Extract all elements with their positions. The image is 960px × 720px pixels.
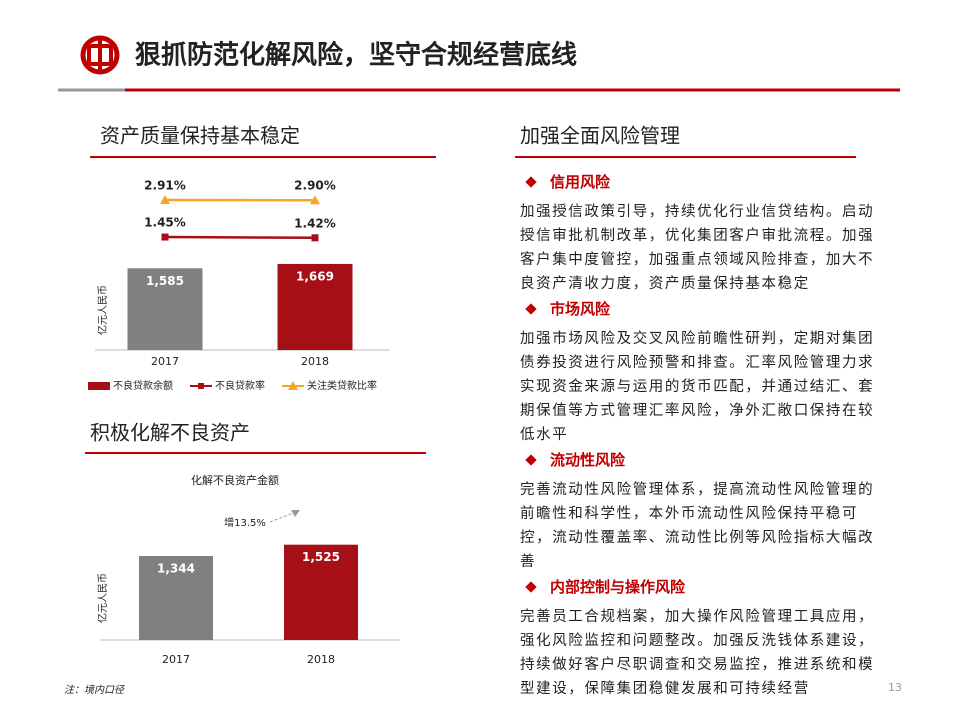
line-value-label: 1.42% bbox=[294, 216, 336, 230]
line-marker bbox=[311, 234, 319, 242]
risk-text: 完善员工合规档案，加大操作风险管理工具应用，强化风险监控和问题整改。加强反洗钱体… bbox=[520, 609, 875, 697]
bullet bbox=[525, 176, 537, 188]
x-tick-label: 2018 bbox=[307, 653, 335, 666]
legend-marker bbox=[288, 381, 298, 390]
line-marker bbox=[161, 233, 169, 241]
line-value-label: 1.45% bbox=[144, 216, 186, 230]
annotation-arrow bbox=[269, 511, 297, 523]
bar bbox=[277, 263, 353, 350]
risk-heading: 信用风险 bbox=[520, 169, 888, 195]
annotation-arrowhead bbox=[291, 510, 300, 517]
logo bbox=[80, 35, 120, 75]
y-axis-label: 亿元人民币 bbox=[96, 285, 109, 335]
x-tick-label: 2017 bbox=[162, 653, 190, 666]
bar bbox=[139, 556, 213, 640]
bar-value-label: 1,669 bbox=[296, 269, 334, 283]
legend-label: 关注类贷款比率 bbox=[307, 379, 377, 392]
section-title: 加强全面风险管理 bbox=[520, 124, 680, 148]
section-title: 积极化解不良资产 bbox=[90, 421, 250, 445]
bar bbox=[284, 544, 358, 640]
legend-swatch bbox=[88, 382, 110, 390]
risk-heading-text: 内部控制与操作风险 bbox=[550, 578, 686, 596]
risk-text: 加强授信政策引导，持续优化行业信贷结构。启动授信审批机制改革，优化集团客户审批流… bbox=[520, 204, 875, 292]
bar-value-label: 1,585 bbox=[146, 274, 184, 288]
risk-heading-text: 市场风险 bbox=[550, 300, 611, 318]
risk-heading: 内部控制与操作风险 bbox=[520, 574, 888, 600]
annotation: 增13.5% bbox=[224, 516, 266, 529]
legend-label: 不良贷款率 bbox=[215, 379, 265, 392]
bullet bbox=[525, 581, 537, 593]
x-tick-label: 2017 bbox=[151, 355, 179, 368]
line-marker bbox=[310, 195, 320, 205]
line-series bbox=[164, 235, 316, 240]
x-tick-label: 2018 bbox=[301, 355, 329, 368]
legend-marker bbox=[198, 383, 204, 389]
page-number: 13 bbox=[888, 681, 902, 694]
footnote: 注：境内口径 bbox=[64, 684, 125, 696]
risk-heading: 市场风险 bbox=[520, 296, 888, 322]
risk-heading-text: 信用风险 bbox=[550, 173, 611, 191]
risk-text: 完善流动性风险管理体系，提高流动性风险管理的前瞻性和科学性，本外币流动性风险保持… bbox=[520, 482, 875, 570]
risk-text: 加强市场风险及交叉风险前瞻性研判，定期对集团债券投资进行风险预警和排查。汇率风险… bbox=[520, 331, 875, 443]
line-value-label: 2.90% bbox=[294, 179, 336, 193]
y-axis-label: 亿元人民币 bbox=[96, 573, 109, 623]
chart-title: 化解不良资产金额 bbox=[191, 473, 279, 487]
bar-value-label: 1,344 bbox=[157, 562, 195, 576]
section-title: 资产质量保持基本稳定 bbox=[100, 124, 300, 148]
slide-title: 狠抓防范化解风险，坚守合规经营底线 bbox=[135, 40, 577, 71]
risk-heading-text: 流动性风险 bbox=[550, 451, 626, 469]
bar bbox=[127, 268, 203, 350]
risk-list: 信用风险加强授信政策引导，持续优化行业信贷结构。启动授信审批机制改革，优化集团客… bbox=[520, 169, 888, 701]
legend-label: 不良贷款余额 bbox=[113, 379, 173, 392]
bullet bbox=[525, 454, 537, 466]
bullet bbox=[525, 303, 537, 315]
bar-value-label: 1,525 bbox=[302, 550, 340, 564]
line-marker bbox=[160, 194, 170, 204]
line-value-label: 2.91% bbox=[144, 178, 186, 192]
risk-heading: 流动性风险 bbox=[520, 447, 888, 473]
